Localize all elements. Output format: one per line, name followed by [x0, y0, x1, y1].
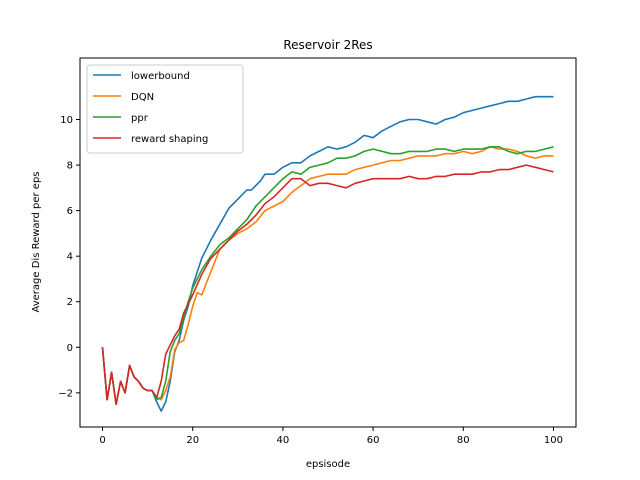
x-axis: 0 20 40 60 80 100: [99, 427, 563, 446]
x-tick-label: 100: [544, 435, 563, 446]
y-tick-label: 8: [67, 161, 73, 172]
legend-label-1: DQN: [131, 92, 154, 103]
y-tick-label: −2: [58, 388, 73, 399]
chart-title: Reservoir 2Res: [283, 38, 372, 52]
series-line-1: [101, 146, 554, 406]
series-line-3: [101, 164, 554, 406]
plot-frame: [79, 57, 577, 428]
x-tick-label: 20: [186, 435, 199, 446]
y-axis-label: Average Dis Reward per eps: [31, 171, 42, 312]
y-axis: −2 0 2 4 6 8 10: [58, 115, 80, 399]
legend-box: [86, 64, 244, 154]
x-tick-label: 0: [99, 435, 105, 446]
plot-lines: [101, 95, 554, 412]
series-line-2: [101, 146, 554, 406]
y-tick-label: 4: [67, 252, 73, 263]
legend: lowerbound DQN ppr reward shaping: [86, 64, 244, 154]
y-tick-label: 0: [67, 343, 73, 354]
legend-label-0: lowerbound: [131, 71, 190, 82]
y-tick-label: 2: [67, 297, 73, 308]
x-tick-label: 60: [367, 435, 380, 446]
y-tick-label: 6: [67, 206, 73, 217]
x-tick-label: 40: [277, 435, 290, 446]
legend-label-2: ppr: [131, 113, 149, 124]
x-axis-label: epsisode: [306, 459, 350, 470]
x-tick-label: 80: [457, 435, 470, 446]
y-tick-label: 10: [60, 115, 73, 126]
legend-label-3: reward shaping: [131, 134, 208, 145]
